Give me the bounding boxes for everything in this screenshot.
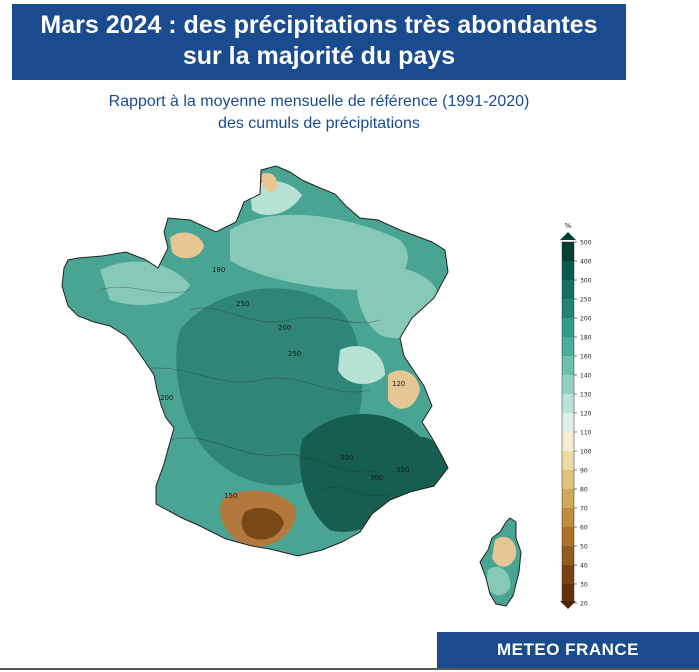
contour-label: 150 — [224, 492, 237, 500]
france-mainland — [62, 166, 448, 556]
legend-ticks: 500 400 300 250 200 180 160 140 130 120 110 100 90 80… — [574, 240, 592, 608]
legend-unit-label: % — [565, 222, 572, 230]
legend-band — [562, 584, 574, 603]
very-wet-alps — [402, 436, 448, 486]
legend-band — [562, 242, 574, 261]
legend-band — [562, 394, 574, 413]
humid-northwest — [100, 261, 190, 305]
legend-tick-label: 130 — [580, 392, 592, 399]
legend-band — [562, 527, 574, 546]
legend-band — [562, 508, 574, 527]
corsica-dry-zone — [492, 536, 517, 567]
subtitle-line-2: des cumuls de précipitations — [218, 115, 420, 132]
legend-tick-label: 120 — [580, 411, 592, 418]
legend-band — [562, 565, 574, 584]
legend-bands — [561, 241, 575, 604]
legend-tick-label: 50 — [580, 544, 588, 551]
precipitation-map: 200 250 300 300 350 200 180 250 120 150 — [40, 160, 540, 620]
contour-label: 120 — [392, 380, 405, 388]
legend-tick-label: 250 — [580, 297, 592, 304]
legend-band — [562, 413, 574, 432]
contour-label: 300 — [370, 474, 383, 482]
contour-line — [139, 367, 371, 393]
legend-band — [562, 299, 574, 318]
legend-tick-label: 80 — [580, 487, 588, 494]
legend-band — [562, 318, 574, 337]
legend-arrow-bottom — [560, 601, 576, 609]
contour-label: 250 — [288, 350, 301, 358]
legend-tick-label: 300 — [580, 278, 592, 285]
legend-band — [562, 489, 574, 508]
bottom-divider — [0, 668, 699, 670]
light-centre-east — [338, 346, 385, 385]
legend-band — [562, 356, 574, 375]
legend-tick-label: 70 — [580, 506, 588, 513]
legend-tick-label: 180 — [580, 335, 592, 342]
legend-tick-label: 400 — [580, 259, 592, 266]
contour-label: 250 — [236, 300, 249, 308]
corsica — [480, 518, 521, 606]
brand-name: METEO FRANCE — [497, 640, 639, 659]
subtitle-line-1: Rapport à la moyenne mensuelle de référe… — [108, 93, 530, 110]
legend-tick-label: 500 — [580, 240, 592, 247]
legend-band — [562, 546, 574, 565]
legend-tick-label: 90 — [580, 468, 588, 475]
contour-label: 300 — [340, 454, 353, 462]
title-banner: Mars 2024 : des précipitations très abon… — [12, 4, 626, 80]
light-north-coast — [250, 180, 302, 215]
dry-normandy — [170, 232, 204, 259]
dry-core-pyrenees — [241, 507, 284, 540]
contour-line — [319, 486, 391, 497]
legend-tick-label: 20 — [580, 601, 588, 608]
legend-band — [562, 261, 574, 280]
contour-labels: 200 250 300 300 350 200 180 250 120 150 — [160, 266, 409, 500]
corsica-humid-zone — [486, 566, 511, 596]
legend-band — [562, 432, 574, 451]
legend-tick-label: 110 — [580, 430, 592, 437]
contour-label: 180 — [212, 266, 225, 274]
legend-band — [562, 470, 574, 489]
contour-label: 200 — [160, 394, 173, 402]
dry-alps — [388, 370, 420, 409]
legend-tick-label: 30 — [580, 582, 588, 589]
contour-label: 350 — [396, 466, 409, 474]
legend-band — [562, 375, 574, 394]
legend-tick-label: 40 — [580, 563, 588, 570]
subtitle: Rapport à la moyenne mensuelle de référe… — [0, 91, 638, 135]
title-line-2: sur la majorité du pays — [182, 42, 456, 70]
legend-tick-label: 60 — [580, 525, 588, 532]
contour-label: 200 — [278, 324, 291, 332]
brand-banner: METEO FRANCE — [437, 632, 699, 668]
legend-tick-label: 160 — [580, 354, 592, 361]
contour-line — [99, 286, 191, 294]
legend-band — [562, 337, 574, 356]
legend-band — [562, 280, 574, 299]
color-scale-legend: % 500 400 300 250 200 180 160 140 130 120 110 100 90… — [556, 222, 616, 612]
contour-line — [169, 437, 381, 473]
legend-tick-label: 140 — [580, 373, 592, 380]
legend-tick-label: 200 — [580, 316, 592, 323]
title-line-1: Mars 2024 : des précipitations très abon… — [40, 11, 598, 39]
legend-band — [562, 451, 574, 470]
dry-channel-coast — [261, 172, 278, 193]
legend-tick-label: 100 — [580, 449, 592, 456]
legend-arrow-top — [560, 232, 576, 240]
contour-line — [189, 307, 381, 324]
